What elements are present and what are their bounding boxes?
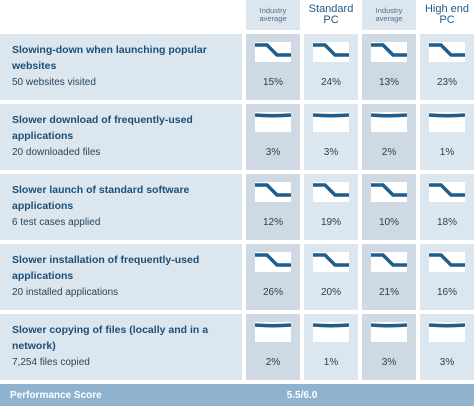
- column-header-industry-average-2: Industry average: [362, 0, 416, 30]
- row-subtitle: 6 test cases applied: [12, 217, 101, 228]
- column-header-line1: High end: [424, 2, 470, 15]
- slowdown-step-icon: [255, 252, 291, 272]
- slowdown-flat-icon: [313, 112, 349, 132]
- row-label: Slower installation of frequently-used a…: [0, 244, 242, 310]
- row-label: Slower download of frequently-used appli…: [0, 104, 242, 170]
- metric-cell: 3%: [362, 314, 416, 380]
- metric-cell: 3%: [304, 104, 358, 170]
- column-header-line2: average: [375, 14, 403, 23]
- metric-value: 3%: [381, 357, 397, 368]
- row-subtitle: 20 installed applications: [12, 287, 119, 298]
- slowdown-step-icon: [313, 252, 349, 272]
- slowdown-step-icon: [371, 252, 407, 272]
- metric-value: 3%: [323, 147, 339, 158]
- column-header-industry-average-1: Industry average: [246, 0, 300, 30]
- slowdown-step-icon: [429, 42, 465, 62]
- row-label: Slowing-down when launching popular webs…: [0, 34, 242, 100]
- slowdown-flat-icon: [313, 322, 349, 342]
- slowdown-flat-icon: [371, 112, 407, 132]
- metric-cell: 10%: [362, 174, 416, 240]
- metric-value: 21%: [378, 287, 399, 298]
- metric-value: 18%: [436, 217, 457, 228]
- performance-score-value: 5.5/6.0: [246, 384, 358, 406]
- header-blank: [0, 0, 242, 30]
- row-title: Slowing-down when launching popular webs…: [12, 44, 207, 72]
- metric-value: 2%: [265, 357, 281, 368]
- column-header-high-end-pc: High end PC: [420, 0, 474, 30]
- slowdown-step-icon: [255, 182, 291, 202]
- metric-value: 3%: [265, 147, 281, 158]
- metric-value: 1%: [439, 147, 455, 158]
- metric-value: 16%: [436, 287, 457, 298]
- slowdown-flat-icon: [371, 322, 407, 342]
- row-title: Slower download of frequently-used appli…: [12, 114, 193, 142]
- row-label: Slower launch of standard software appli…: [0, 174, 242, 240]
- column-header-line1: Industry: [259, 5, 287, 15]
- performance-score-label: Performance Score: [0, 384, 242, 406]
- metric-cell: 18%: [420, 174, 474, 240]
- metric-cell: 2%: [246, 314, 300, 380]
- row-title: Slower installation of frequently-used a…: [12, 254, 200, 282]
- metric-cell: 20%: [304, 244, 358, 310]
- metric-cell: 3%: [420, 314, 474, 380]
- metric-value: 1%: [323, 357, 339, 368]
- metric-value: 2%: [381, 147, 397, 158]
- metric-value: 24%: [320, 77, 341, 88]
- metric-cell: 13%: [362, 34, 416, 100]
- slowdown-flat-icon: [429, 322, 465, 342]
- metric-value: 19%: [320, 217, 341, 228]
- row-subtitle: 20 downloaded files: [12, 147, 101, 158]
- metric-value: 20%: [320, 287, 341, 298]
- metric-cell: 1%: [304, 314, 358, 380]
- metric-cell: 21%: [362, 244, 416, 310]
- metric-cell: 12%: [246, 174, 300, 240]
- slowdown-flat-icon: [255, 322, 291, 342]
- metric-cell: 24%: [304, 34, 358, 100]
- metric-value: 3%: [439, 357, 455, 368]
- slowdown-step-icon: [429, 182, 465, 202]
- column-header-standard-pc: Standard PC: [304, 0, 358, 30]
- column-header-line2: PC: [323, 14, 339, 26]
- metric-cell: 15%: [246, 34, 300, 100]
- row-label: Slower copying of files (locally and in …: [0, 314, 242, 380]
- slowdown-step-icon: [371, 42, 407, 62]
- row-title: Slower copying of files (locally and in …: [12, 324, 209, 352]
- metric-value: 10%: [378, 217, 399, 228]
- metric-value: 15%: [262, 77, 283, 88]
- metric-cell: 3%: [246, 104, 300, 170]
- metric-value: 23%: [436, 77, 457, 88]
- slowdown-step-icon: [429, 252, 465, 272]
- footer-spacer: [242, 384, 246, 406]
- slowdown-flat-icon: [429, 112, 465, 132]
- footer-fill: [358, 384, 474, 406]
- metric-cell: 19%: [304, 174, 358, 240]
- column-header-line2: PC: [439, 14, 455, 26]
- row-subtitle: 50 websites visited: [12, 77, 96, 88]
- slowdown-step-icon: [313, 182, 349, 202]
- metric-cell: 1%: [420, 104, 474, 170]
- metric-cell: 16%: [420, 244, 474, 310]
- slowdown-flat-icon: [255, 112, 291, 132]
- column-header-line2: average: [259, 14, 287, 23]
- row-title: Slower launch of standard software appli…: [12, 184, 190, 212]
- column-header-line1: Standard: [308, 2, 354, 15]
- metric-cell: 2%: [362, 104, 416, 170]
- column-header-line1: Industry: [375, 5, 403, 15]
- metric-value: 26%: [262, 287, 283, 298]
- metric-cell: 23%: [420, 34, 474, 100]
- slowdown-step-icon: [255, 42, 291, 62]
- metric-cell: 26%: [246, 244, 300, 310]
- metric-value: 12%: [262, 217, 283, 228]
- slowdown-step-icon: [371, 182, 407, 202]
- slowdown-step-icon: [313, 42, 349, 62]
- row-subtitle: 7,254 files copied: [12, 357, 90, 368]
- metric-value: 13%: [378, 77, 399, 88]
